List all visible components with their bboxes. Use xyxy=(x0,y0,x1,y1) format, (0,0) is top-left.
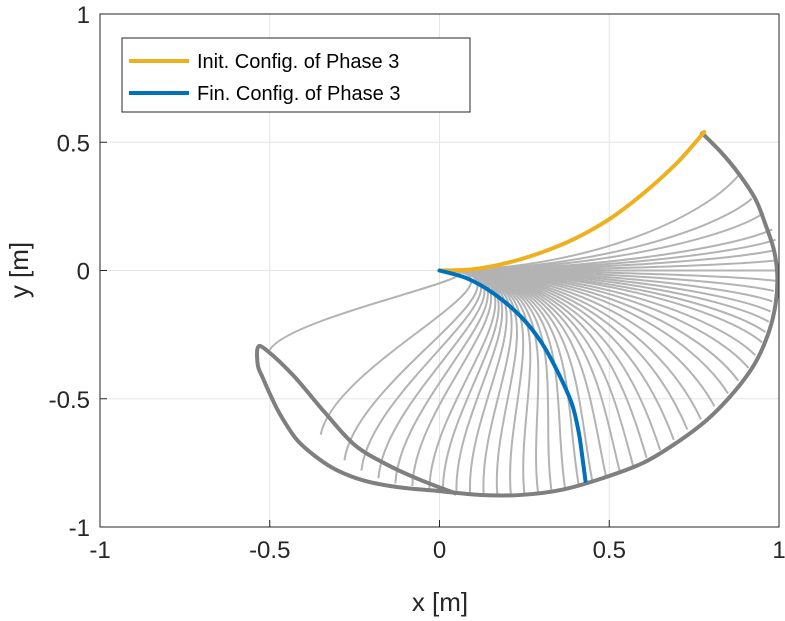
legend-box xyxy=(121,37,471,113)
x-axis-ticks: -1 -0.5 0 0.5 1 xyxy=(89,520,785,564)
intermediate-configurations xyxy=(268,174,778,494)
intermediate-config-line-46 xyxy=(319,269,473,435)
intermediate-config-line-47 xyxy=(268,269,461,351)
x-tick-label-4: 1 xyxy=(772,537,785,564)
y-tick-label-3: 0.5 xyxy=(57,130,90,157)
y-tick-label-2: 0 xyxy=(77,259,90,286)
x-tick-label-0: -1 xyxy=(89,537,110,564)
y-tick-label-0: -1 xyxy=(69,515,90,542)
x-tick-label-1: -0.5 xyxy=(249,537,290,564)
x-axis-label: x [m] xyxy=(412,587,468,617)
y-tick-label-4: 1 xyxy=(77,2,90,29)
legend-label-init-config: Init. Config. of Phase 3 xyxy=(197,51,399,73)
y-axis-label: y [m] xyxy=(4,242,34,298)
x-tick-label-3: 0.5 xyxy=(593,537,626,564)
intermediate-config-line-45 xyxy=(343,269,479,461)
y-axis-ticks: -1 -0.5 0 0.5 1 xyxy=(49,2,107,542)
legend: Init. Config. of Phase 3 Fin. Config. of… xyxy=(121,37,471,113)
series-line-fin-config xyxy=(437,268,588,483)
x-tick-label-2: 0 xyxy=(433,537,446,564)
y-tick-label-1: -0.5 xyxy=(49,387,90,414)
tip-trajectory-line xyxy=(255,130,780,498)
series-line-init-config xyxy=(437,129,707,273)
legend-label-fin-config: Fin. Config. of Phase 3 xyxy=(197,83,400,105)
